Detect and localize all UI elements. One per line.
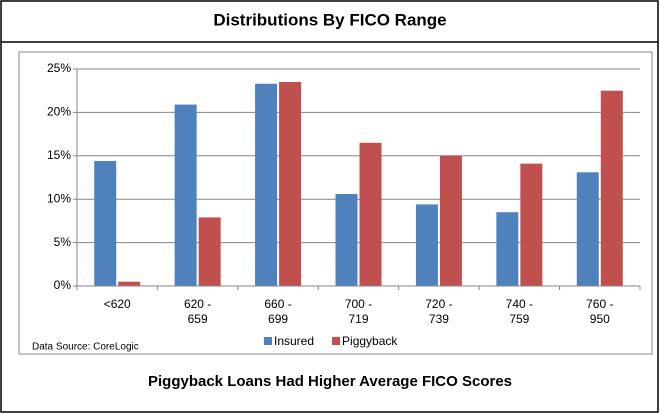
bar: [335, 193, 358, 286]
y-tick-label: 0%: [54, 278, 72, 292]
y-tick-label: 15%: [47, 148, 71, 162]
bar: [174, 104, 197, 286]
legend-label: Piggyback: [342, 334, 398, 348]
x-tick-label: <620: [103, 297, 131, 311]
x-tick-label: 660 - 699: [264, 297, 292, 326]
bar: [600, 90, 623, 286]
bar: [255, 83, 278, 286]
footer: Piggyback Loans Had Higher Average FICO …: [148, 373, 512, 390]
bar: [496, 212, 519, 286]
bar: [439, 155, 462, 286]
y-tick-label: 10%: [47, 191, 71, 205]
bar: [279, 82, 302, 287]
bar: [520, 163, 543, 286]
bar: [415, 204, 438, 286]
legend-label: Insured: [274, 334, 314, 348]
y-tick-label: 25%: [47, 61, 71, 75]
legend-swatch: [332, 337, 341, 345]
bar: [94, 161, 117, 286]
x-tick-label: 720 - 739: [425, 297, 453, 326]
chart-box: [18, 51, 653, 355]
x-tick-label: 760 - 950: [586, 297, 614, 326]
y-tick-label: 20%: [47, 105, 71, 119]
legend-swatch: [264, 337, 272, 345]
bar: [198, 217, 221, 286]
bar: [118, 281, 141, 286]
bar: [359, 142, 382, 286]
x-tick-label: 740 - 759: [505, 297, 534, 326]
bar: [576, 172, 599, 286]
x-tick-label: 700 - 719: [344, 297, 373, 326]
x-tick-label: 620 - 659: [183, 297, 212, 326]
chart-title: Distributions By FICO Range: [213, 10, 446, 29]
source: Data Source: CoreLogic: [32, 342, 139, 353]
y-tick-label: 5%: [54, 235, 72, 249]
